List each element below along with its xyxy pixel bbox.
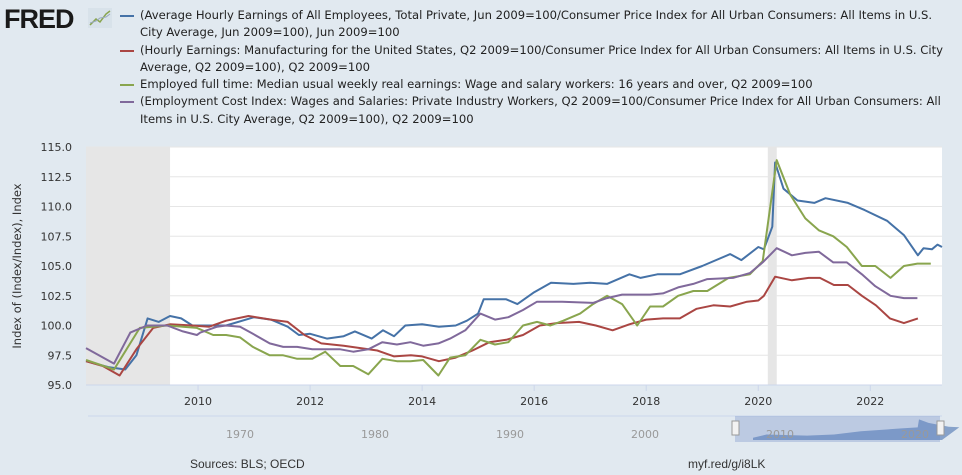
- legend-item[interactable]: Employed full time: Median usual weekly …: [120, 76, 955, 93]
- series-line: [85, 159, 931, 377]
- navigator-label: 1980: [361, 428, 389, 441]
- y-tick-label: 97.5: [48, 349, 73, 362]
- legend-label: (Hourly Earnings: Manufacturing for the …: [140, 42, 944, 74]
- line-chart-icon: [88, 8, 112, 28]
- fred-logo[interactable]: FRED: [4, 4, 74, 34]
- y-tick-label: 107.5: [41, 230, 73, 243]
- navigator-area: [753, 419, 960, 440]
- y-tick-label: 95.0: [48, 379, 73, 392]
- x-tick-label: 2020: [744, 395, 772, 408]
- legend-swatch: [120, 15, 134, 17]
- legend-swatch: [120, 101, 134, 104]
- navigator-label: 1970: [226, 428, 254, 441]
- y-tick-label: 105.0: [41, 260, 73, 273]
- series-line: [85, 161, 943, 371]
- series-line: [85, 275, 919, 377]
- y-axis-label: Index of (Index/Index), Index: [10, 183, 24, 348]
- legend-swatch: [120, 84, 134, 87]
- series-line: [85, 247, 918, 365]
- x-tick-label: 2018: [632, 395, 660, 408]
- legend-label: (Average Hourly Earnings of All Employee…: [140, 8, 933, 40]
- x-tick-label: 2010: [184, 395, 212, 408]
- x-tick-label: 2016: [520, 395, 548, 408]
- y-tick-label: 100.0: [41, 320, 73, 333]
- navigator-label: 2020: [901, 428, 929, 441]
- legend-label: (Employment Cost Index: Wages and Salari…: [140, 94, 941, 126]
- navigator-selection[interactable]: [735, 416, 940, 442]
- x-tick-label: 2022: [856, 395, 884, 408]
- legend-item[interactable]: (Hourly Earnings: Manufacturing for the …: [120, 42, 955, 77]
- navigator-label: 1990: [496, 428, 524, 441]
- legend-swatch: [120, 49, 134, 52]
- x-tick-label: 2012: [296, 395, 324, 408]
- y-tick-label: 112.5: [41, 171, 73, 184]
- legend-item[interactable]: (Employment Cost Index: Wages and Salari…: [120, 93, 955, 128]
- legend: (Average Hourly Earnings of All Employee…: [120, 7, 955, 128]
- navigator-handle[interactable]: [936, 420, 945, 436]
- x-tick-label: 2014: [408, 395, 436, 408]
- sources-text: Sources: BLS; OECD: [190, 457, 305, 471]
- navigator-handle[interactable]: [731, 420, 740, 436]
- legend-label: Employed full time: Median usual weekly …: [140, 77, 813, 92]
- y-tick-label: 115.0: [41, 141, 73, 154]
- share-link[interactable]: myf.red/g/i8LK: [688, 457, 766, 471]
- y-tick-label: 110.0: [41, 201, 73, 214]
- y-tick-label: 102.5: [41, 290, 73, 303]
- navigator-label: 2000: [631, 428, 659, 441]
- legend-item[interactable]: (Average Hourly Earnings of All Employee…: [120, 7, 955, 42]
- navigator-label: 2010: [766, 428, 794, 441]
